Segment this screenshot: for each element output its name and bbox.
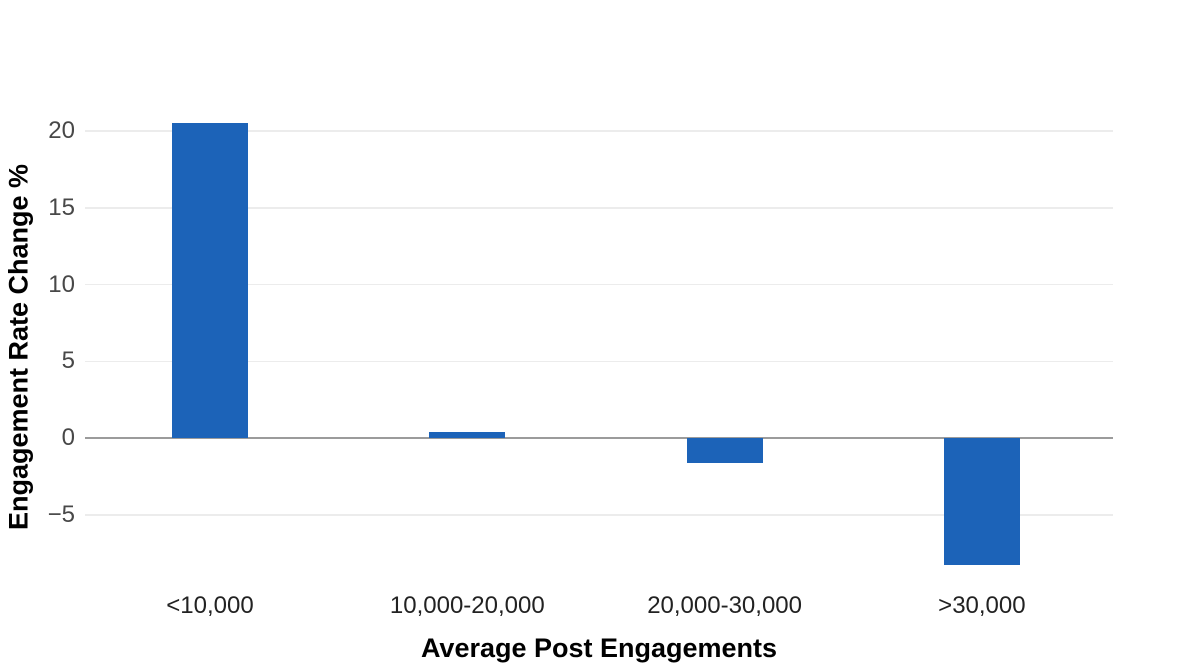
bar [686,438,763,463]
x-category-label: >30,000 [938,592,1026,619]
gridline [85,283,1113,286]
gridline [85,130,1113,132]
y-tick-label: 20 [48,117,75,144]
gridline [85,360,1113,362]
bar [172,123,248,438]
y-tick-label: 15 [48,193,75,221]
gridline [85,207,1113,209]
gridline [85,514,1113,516]
x-category-label: <10,000 [166,592,254,619]
y-tick-label: 5 [61,347,75,375]
bar [943,438,1020,566]
x-category-label: 20,000-30,000 [647,592,802,619]
x-axis-title: Average Post Engagements [420,633,778,663]
x-axis-line [85,436,1113,440]
y-tick-label: −5 [47,500,75,528]
y-tick-label: 10 [48,270,75,298]
x-category-label: 10,000-20,000 [389,592,545,619]
bar [429,431,506,438]
y-tick-label: 0 [61,424,75,451]
